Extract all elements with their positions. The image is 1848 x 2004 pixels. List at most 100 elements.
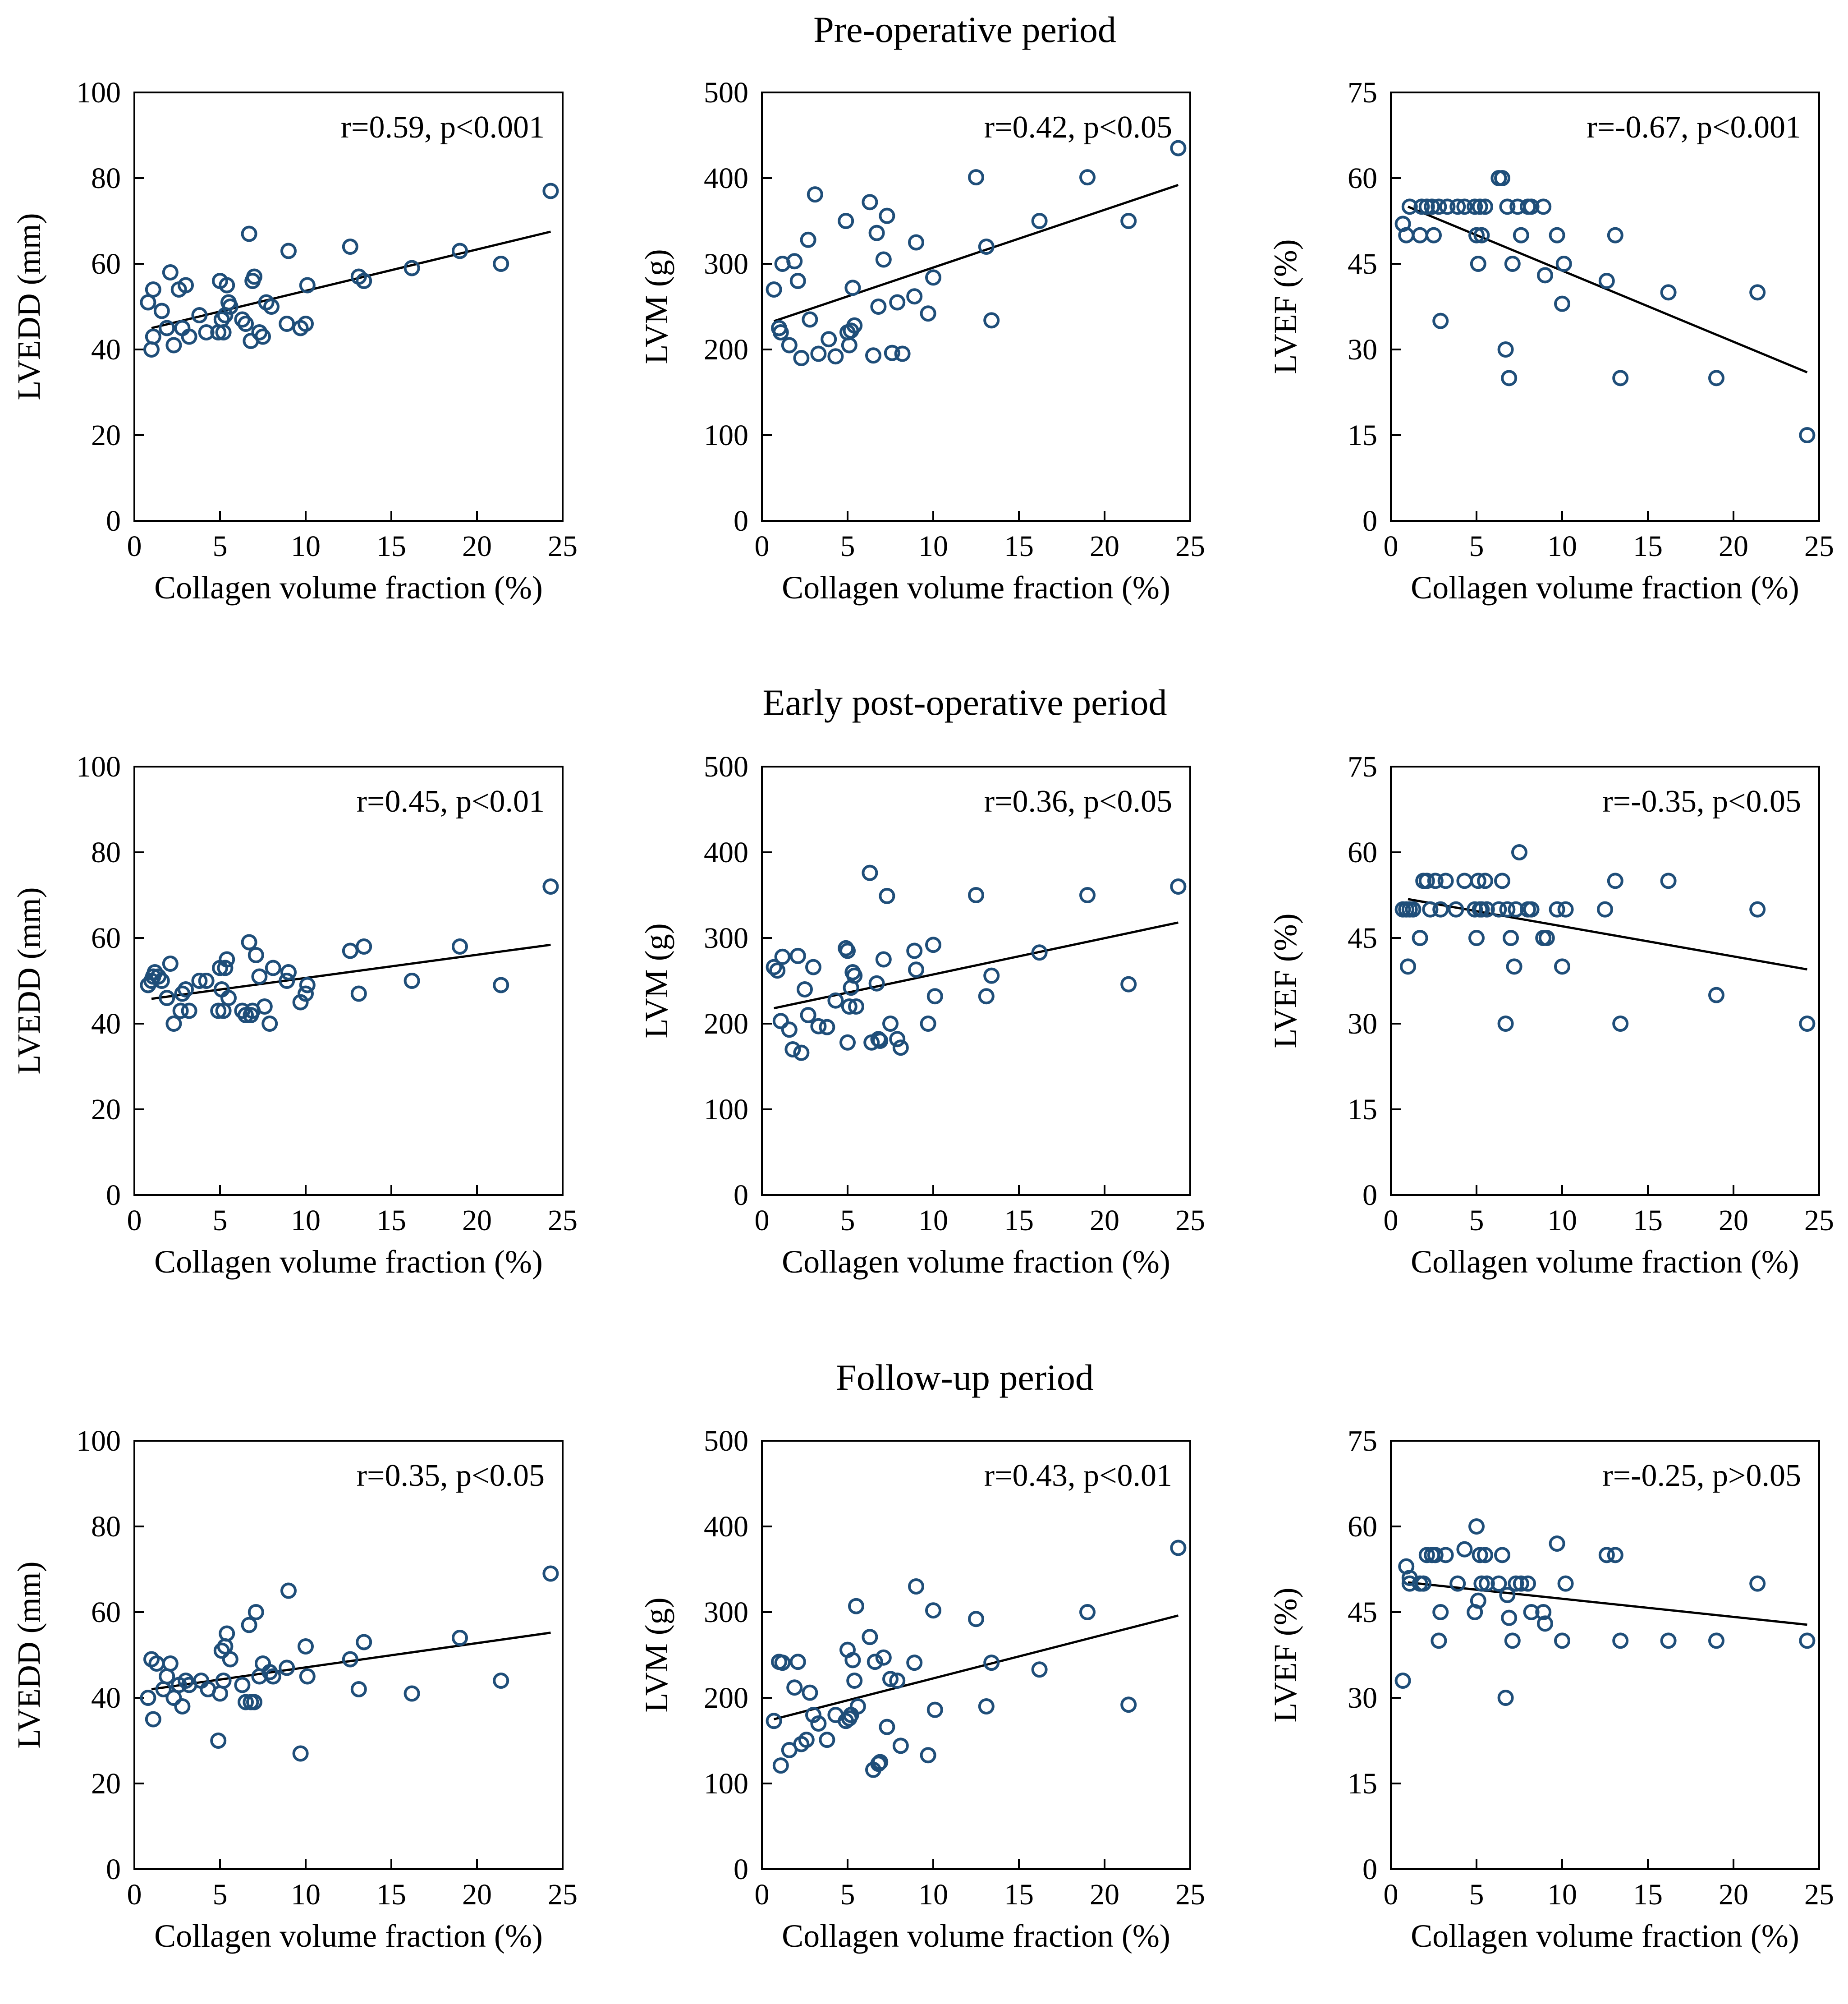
data-point: [889, 294, 906, 311]
data-point: [219, 1625, 235, 1642]
data-point: [1467, 901, 1483, 918]
data-point: [1120, 1696, 1137, 1713]
data-point: [1468, 930, 1485, 946]
data-point: [865, 347, 881, 364]
data-point: [299, 277, 316, 294]
y-axis-label: LVM (g): [638, 923, 674, 1038]
data-point: [800, 1007, 816, 1023]
data-point: [1660, 284, 1677, 301]
data-point: [1432, 901, 1449, 918]
data-point: [299, 977, 316, 993]
row-title-pre-operative: Pre-operative period: [813, 9, 1116, 50]
data-point: [542, 183, 559, 199]
data-point: [1470, 256, 1486, 272]
x-axis-label: Collagen volume fraction (%): [1411, 1918, 1799, 1954]
data-point: [793, 1044, 810, 1061]
data-point: [983, 967, 1000, 984]
x-tick-label: 10: [918, 1204, 948, 1237]
y-tick-label: 0: [106, 1179, 121, 1212]
x-tick-label: 20: [1719, 1204, 1748, 1237]
data-point: [181, 328, 197, 345]
data-point: [920, 1016, 936, 1032]
data-point: [1708, 370, 1724, 386]
x-tick-label: 15: [1633, 1878, 1663, 1911]
panel-follow-up-lvedd: 0 5 10 15 20 25 0 20 40 60 80 100 Collagen volume fr…: [11, 1425, 578, 1954]
data-point: [1749, 1575, 1766, 1592]
y-tick-label: 30: [1348, 1682, 1377, 1714]
x-axis-label: Collagen volume fraction (%): [782, 1918, 1170, 1954]
y-tick-label: 200: [704, 333, 748, 366]
data-point: [772, 1013, 789, 1030]
y-tick-label: 40: [91, 1007, 121, 1040]
x-tick-label: 15: [1004, 1878, 1034, 1911]
y-axis-label: LVM (g): [638, 249, 674, 364]
x-tick-label: 0: [127, 530, 142, 563]
data-point: [404, 1685, 420, 1702]
data-point: [248, 1604, 264, 1620]
data-point: [906, 288, 923, 305]
y-tick-label: 15: [1348, 1767, 1377, 1800]
y-tick-label: 60: [1348, 162, 1377, 195]
data-point: [920, 305, 936, 322]
data-point: [968, 887, 984, 903]
data-point: [846, 1673, 863, 1689]
data-point: [1494, 170, 1510, 186]
y-axis-label: LVM (g): [638, 1597, 674, 1712]
data-point: [145, 281, 161, 298]
data-point: [1612, 370, 1629, 386]
data-point: [159, 990, 175, 1006]
x-tick-label: 10: [291, 530, 321, 563]
data-point: [1170, 1540, 1187, 1556]
data-point: [802, 1684, 818, 1701]
x-tick-label: 10: [291, 1878, 321, 1911]
data-point: [215, 1673, 232, 1689]
data-point: [178, 981, 194, 997]
y-tick-label: 40: [91, 333, 121, 366]
correlation-annotation: r=-0.25, p>0.05: [1602, 1458, 1801, 1493]
data-point: [1598, 273, 1615, 289]
data-point: [908, 234, 924, 251]
x-tick-label: 10: [1547, 530, 1577, 563]
data-point: [926, 1701, 943, 1718]
data-point: [255, 328, 271, 345]
regression-line: [774, 921, 1179, 1010]
data-point: [1401, 198, 1418, 215]
y-axis-label: LVEF (%): [1267, 1587, 1303, 1722]
x-axis-label: Collagen volume fraction (%): [1411, 570, 1799, 606]
data-point: [920, 1747, 936, 1764]
data-point: [1511, 844, 1527, 860]
x-tick-label: 20: [1090, 1878, 1119, 1911]
data-point: [1523, 1604, 1540, 1620]
x-tick-label: 20: [462, 1204, 492, 1237]
data-point: [1490, 1575, 1507, 1592]
data-point: [1549, 1535, 1565, 1552]
x-tick-label: 25: [1804, 1204, 1834, 1237]
x-tick-label: 25: [548, 1878, 578, 1911]
data-point: [766, 281, 782, 298]
data-point: [1418, 198, 1435, 215]
y-tick-label: 400: [704, 162, 748, 195]
y-tick-label: 0: [106, 1853, 121, 1886]
data-point: [1468, 227, 1485, 244]
data-point: [774, 948, 791, 965]
x-tick-label: 25: [1175, 1204, 1205, 1237]
data-point: [222, 299, 238, 315]
data-point: [241, 934, 257, 951]
panel-follow-up-lvm: 0 5 10 15 20 25 0 100 200 300 400 500 Collagen volum…: [638, 1425, 1205, 1954]
data-point: [862, 1629, 878, 1645]
panel-follow-up-lvef: 0 5 10 15 20 25 0 15 30 45 60 75 Collagen volume fra…: [1267, 1425, 1834, 1954]
data-point: [1494, 873, 1510, 889]
correlation-annotation: r=0.43, p<0.01: [984, 1458, 1172, 1493]
data-point: [839, 942, 856, 959]
data-point: [165, 1016, 182, 1032]
data-point: [925, 937, 941, 953]
data-point: [1504, 1632, 1521, 1649]
x-axis-label: Collagen volume fraction (%): [782, 570, 1170, 606]
x-tick-label: 5: [840, 1878, 855, 1911]
data-point: [350, 985, 367, 1002]
data-point: [781, 337, 798, 354]
data-point: [1456, 198, 1473, 215]
data-point: [868, 225, 885, 241]
x-axis-label: Collagen volume fraction (%): [154, 570, 543, 606]
